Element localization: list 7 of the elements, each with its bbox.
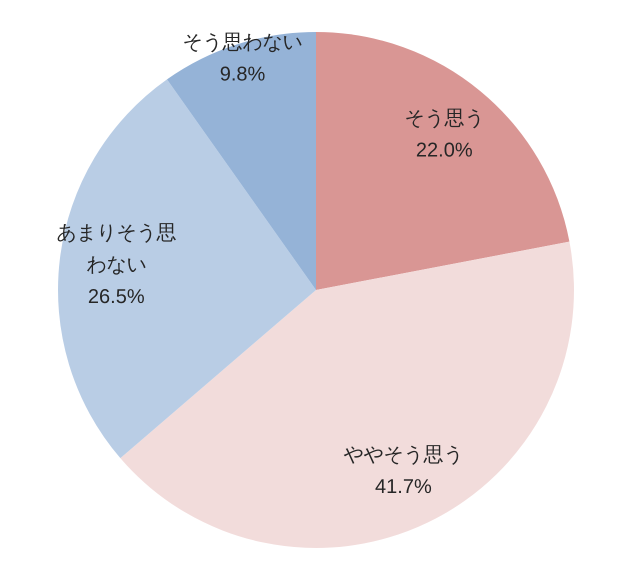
- slice-label: ややそう思う: [343, 444, 464, 466]
- slice-label: あまりそう思わない: [56, 222, 176, 276]
- data-label: 41.7%: [375, 476, 432, 498]
- data-label: 9.8%: [220, 63, 266, 86]
- data-label: 22.0%: [416, 139, 473, 162]
- data-label: 26.5%: [88, 286, 145, 308]
- slice-label: そう思う: [404, 107, 484, 130]
